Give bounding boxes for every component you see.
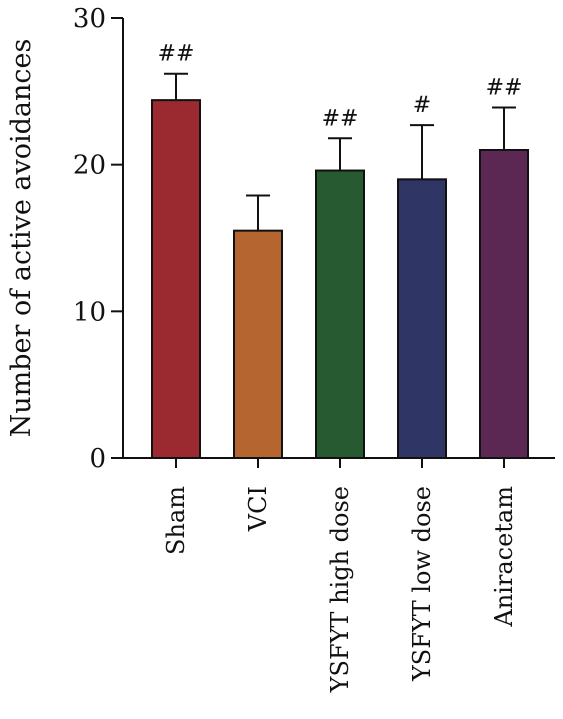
category-label: Aniracetam (490, 486, 518, 628)
bar (315, 169, 365, 460)
labels: 0 10 20 30 ## Sham VCI ## YSFYT high dose # YSFYT … (73, 4, 523, 693)
y-tick-label: 10 (73, 297, 106, 327)
category-label: YSFYT low dose (408, 486, 436, 682)
y-tick-label: 30 (73, 4, 106, 34)
significance-label: ## (158, 42, 195, 67)
bar (479, 149, 529, 459)
y-tick-label: 20 (73, 151, 106, 181)
bars (151, 72, 529, 460)
y-axis-title: Number of active avoidances (6, 39, 37, 438)
bar (151, 99, 201, 459)
category-label: VCI (244, 486, 272, 532)
category-label: YSFYT high dose (326, 486, 354, 693)
y-tick-label: 0 (89, 444, 106, 474)
bar (397, 178, 447, 459)
category-label: Sham (162, 486, 190, 555)
significance-label: ## (486, 75, 523, 100)
significance-label: ## (322, 106, 359, 131)
significance-label: # (413, 93, 431, 118)
bar (233, 229, 283, 459)
